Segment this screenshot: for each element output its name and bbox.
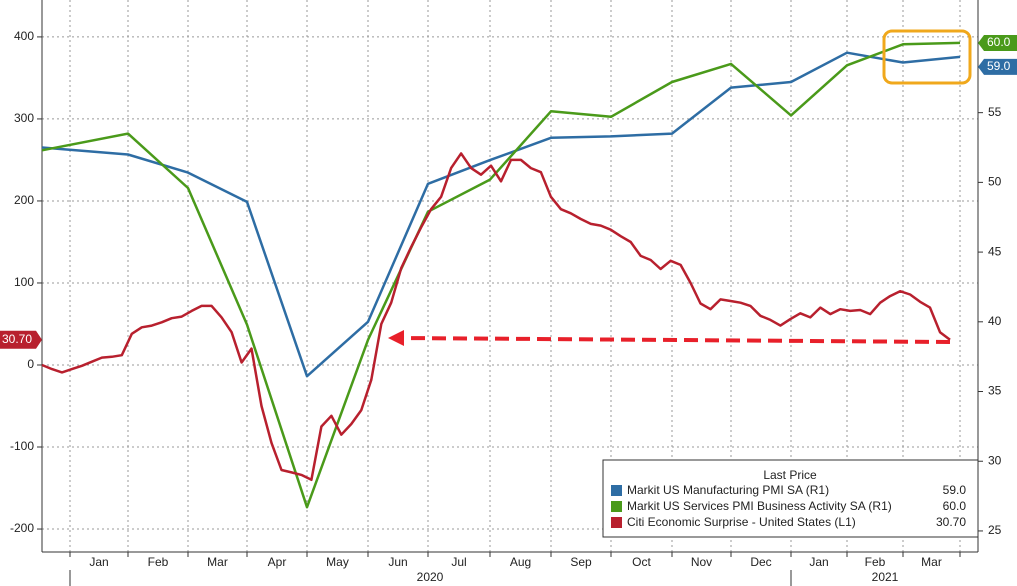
legend-swatch	[611, 517, 622, 528]
legend-label: Citi Economic Surprise - United States (…	[627, 515, 856, 529]
legend-title: Last Price	[763, 468, 817, 482]
last-tag	[978, 58, 1017, 75]
series-line	[41, 41, 961, 509]
x-tick-label: Aug	[510, 555, 531, 569]
legend-value: 60.0	[943, 499, 967, 513]
x-tick-label: Sep	[570, 555, 592, 569]
series-line	[41, 51, 961, 378]
x-tick-label: Dec	[750, 555, 771, 569]
y-tick-label: 0	[27, 357, 34, 371]
legend-label: Markit US Services PMI Business Activity…	[627, 499, 892, 513]
last-tag	[0, 330, 42, 349]
x-tick-label: Jun	[388, 555, 407, 569]
legend-swatch	[611, 501, 622, 512]
y2-tick-label: 50	[988, 175, 1002, 189]
x-tick-label: Jan	[809, 555, 828, 569]
y2-tick-label: 45	[988, 244, 1002, 258]
arrow-shaft	[401, 336, 951, 344]
y-tick-label: 300	[14, 111, 34, 125]
y-tick-label: 100	[14, 275, 34, 289]
x-tick-label: Apr	[268, 555, 287, 569]
y2-tick-label: 35	[988, 384, 1002, 398]
year-label: 2021	[872, 570, 899, 584]
last-tag	[978, 34, 1017, 51]
x-tick-label: May	[326, 555, 349, 569]
y2-tick-label: 30	[988, 453, 1002, 467]
y-tick-label: 200	[14, 193, 34, 207]
legend-label: Markit US Manufacturing PMI SA (R1)	[627, 483, 829, 497]
legend-value: 59.0	[943, 483, 967, 497]
x-tick-label: Jul	[451, 555, 466, 569]
x-tick-label: Mar	[207, 555, 228, 569]
last-tag-label: 30.70	[2, 332, 32, 346]
y-tick-label: -200	[10, 521, 34, 535]
x-tick-label: Feb	[148, 555, 169, 569]
legend-value: 30.70	[936, 515, 966, 529]
y-tick-label: 400	[14, 29, 34, 43]
y2-tick-label: 55	[988, 105, 1002, 119]
x-tick-label: Feb	[865, 555, 886, 569]
y2-tick-label: 40	[988, 314, 1002, 328]
legend-box	[602, 459, 979, 538]
series-line	[41, 152, 951, 482]
x-tick-label: Oct	[632, 555, 651, 569]
year-label: 2020	[417, 570, 444, 584]
highlight-box	[882, 29, 972, 85]
y2-tick-label: 25	[988, 523, 1002, 537]
x-tick-label: Nov	[691, 555, 712, 569]
arrow-head	[388, 330, 404, 346]
x-tick-label: Jan	[89, 555, 108, 569]
legend-swatch	[611, 485, 622, 496]
last-tag-label: 60.0	[987, 35, 1011, 49]
y-tick-label: -100	[10, 439, 34, 453]
last-tag-label: 59.0	[987, 59, 1011, 73]
x-tick-label: Mar	[921, 555, 942, 569]
